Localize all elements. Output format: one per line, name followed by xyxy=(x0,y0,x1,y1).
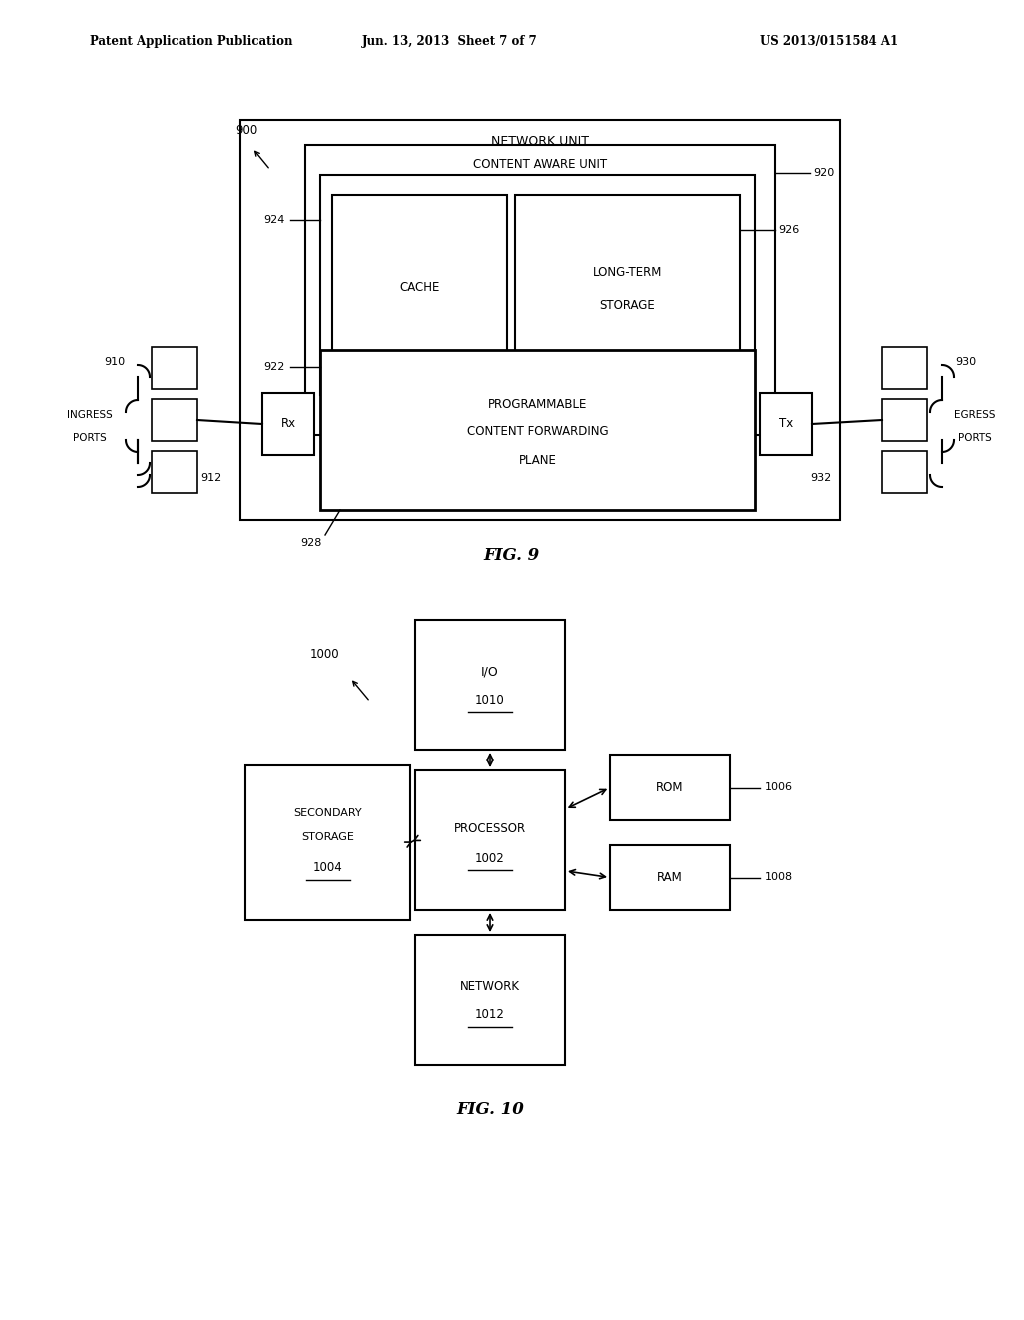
Bar xyxy=(415,935,565,1065)
Text: PLANE: PLANE xyxy=(518,454,556,466)
Text: LONG-TERM: LONG-TERM xyxy=(593,267,663,279)
Bar xyxy=(610,755,730,820)
Text: NETWORK UNIT: NETWORK UNIT xyxy=(490,135,589,148)
Text: Jun. 13, 2013  Sheet 7 of 7: Jun. 13, 2013 Sheet 7 of 7 xyxy=(362,36,538,48)
Text: EGRESS: EGRESS xyxy=(954,411,995,420)
Text: 1004: 1004 xyxy=(312,861,342,874)
Text: PORTS: PORTS xyxy=(73,433,106,444)
Text: NETWORK: NETWORK xyxy=(460,981,520,994)
Bar xyxy=(152,451,197,492)
Text: US 2013/0151584 A1: US 2013/0151584 A1 xyxy=(760,36,898,48)
Text: 910: 910 xyxy=(103,356,125,367)
Bar xyxy=(305,145,775,436)
Bar xyxy=(610,845,730,909)
Text: CACHE: CACHE xyxy=(399,281,439,294)
Text: CONTENT AWARE UNIT: CONTENT AWARE UNIT xyxy=(473,158,607,172)
Text: STORAGE: STORAGE xyxy=(600,300,655,312)
Bar xyxy=(515,195,740,380)
Bar xyxy=(415,620,565,750)
Text: 1000: 1000 xyxy=(310,648,340,661)
Bar xyxy=(882,347,927,389)
Text: 1008: 1008 xyxy=(765,873,794,883)
Bar xyxy=(319,350,755,510)
Bar xyxy=(262,393,314,455)
Text: INGRESS: INGRESS xyxy=(68,411,113,420)
Text: Patent Application Publication: Patent Application Publication xyxy=(90,36,293,48)
Bar xyxy=(760,393,812,455)
Text: 930: 930 xyxy=(955,356,976,367)
Text: 1012: 1012 xyxy=(475,1008,505,1022)
Bar xyxy=(240,120,840,520)
Text: SECONDARY: SECONDARY xyxy=(293,808,361,817)
Bar xyxy=(245,766,410,920)
Text: 1002: 1002 xyxy=(475,851,505,865)
Text: 924: 924 xyxy=(263,215,285,224)
Text: PROCESSOR: PROCESSOR xyxy=(454,821,526,834)
Text: I/O: I/O xyxy=(481,665,499,678)
Text: 912: 912 xyxy=(200,473,221,483)
Bar xyxy=(152,347,197,389)
Text: 926: 926 xyxy=(778,224,800,235)
Text: 920: 920 xyxy=(813,168,835,178)
Bar xyxy=(319,176,755,395)
Text: PROGRAMMABLE: PROGRAMMABLE xyxy=(487,399,587,412)
Bar xyxy=(152,399,197,441)
Bar xyxy=(415,770,565,909)
Text: 922: 922 xyxy=(263,362,285,372)
Text: 932: 932 xyxy=(810,473,831,483)
Text: STORAGE: STORAGE xyxy=(301,833,354,842)
Text: FIG. 9: FIG. 9 xyxy=(484,546,540,564)
Bar xyxy=(332,195,507,380)
Text: RAM: RAM xyxy=(657,871,683,884)
Bar xyxy=(882,399,927,441)
Text: Rx: Rx xyxy=(281,417,296,430)
Text: 1006: 1006 xyxy=(765,783,793,792)
Text: 900: 900 xyxy=(234,124,257,136)
Text: ROM: ROM xyxy=(656,781,684,795)
Text: Tx: Tx xyxy=(779,417,794,430)
Text: 928: 928 xyxy=(301,539,322,548)
Text: CONTENT FORWARDING: CONTENT FORWARDING xyxy=(467,425,608,438)
Bar xyxy=(882,451,927,492)
Text: PORTS: PORTS xyxy=(958,433,992,444)
Text: FIG. 10: FIG. 10 xyxy=(456,1101,524,1118)
Text: 1010: 1010 xyxy=(475,693,505,706)
